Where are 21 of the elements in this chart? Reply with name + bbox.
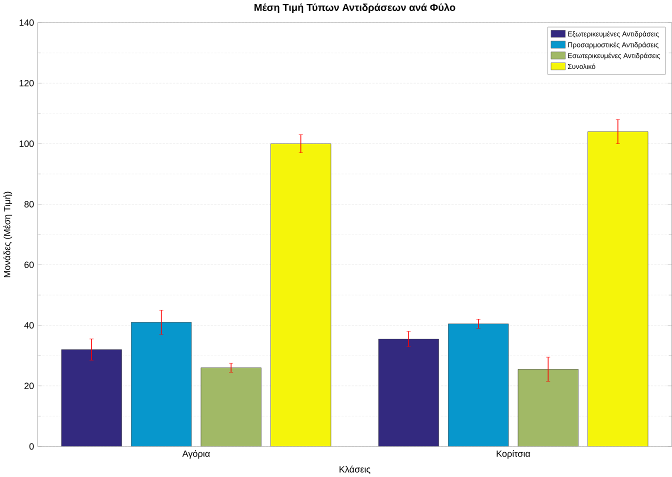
bar bbox=[270, 143, 332, 446]
bar bbox=[200, 367, 262, 446]
y-tick-label: 60 bbox=[24, 261, 34, 268]
y-tick-label: 140 bbox=[20, 19, 34, 26]
bar bbox=[518, 368, 578, 446]
y-tick-label: 100 bbox=[20, 140, 34, 147]
y-axis-title: Μονάδες (Μέση Τιμή) bbox=[3, 192, 12, 277]
chart-title: Μέση Τιμή Τύπων Αντιδράσεων ανά Φύλο bbox=[254, 3, 456, 13]
x-axis-title: Κλάσεις bbox=[340, 465, 370, 474]
y-tick-label: 120 bbox=[20, 80, 34, 86]
bar bbox=[378, 338, 439, 446]
x-tick-label: Αγόρια bbox=[182, 450, 210, 459]
y-tick-label: 20 bbox=[24, 382, 34, 389]
y-tick-label: 80 bbox=[24, 200, 34, 208]
bar bbox=[448, 323, 509, 446]
x-tick-label: Κορίτσια bbox=[496, 450, 530, 459]
bar bbox=[131, 322, 192, 446]
bar bbox=[588, 131, 648, 446]
y-tick-label: 0 bbox=[29, 443, 34, 450]
bar bbox=[61, 349, 122, 446]
y-tick-label: 40 bbox=[24, 322, 34, 328]
